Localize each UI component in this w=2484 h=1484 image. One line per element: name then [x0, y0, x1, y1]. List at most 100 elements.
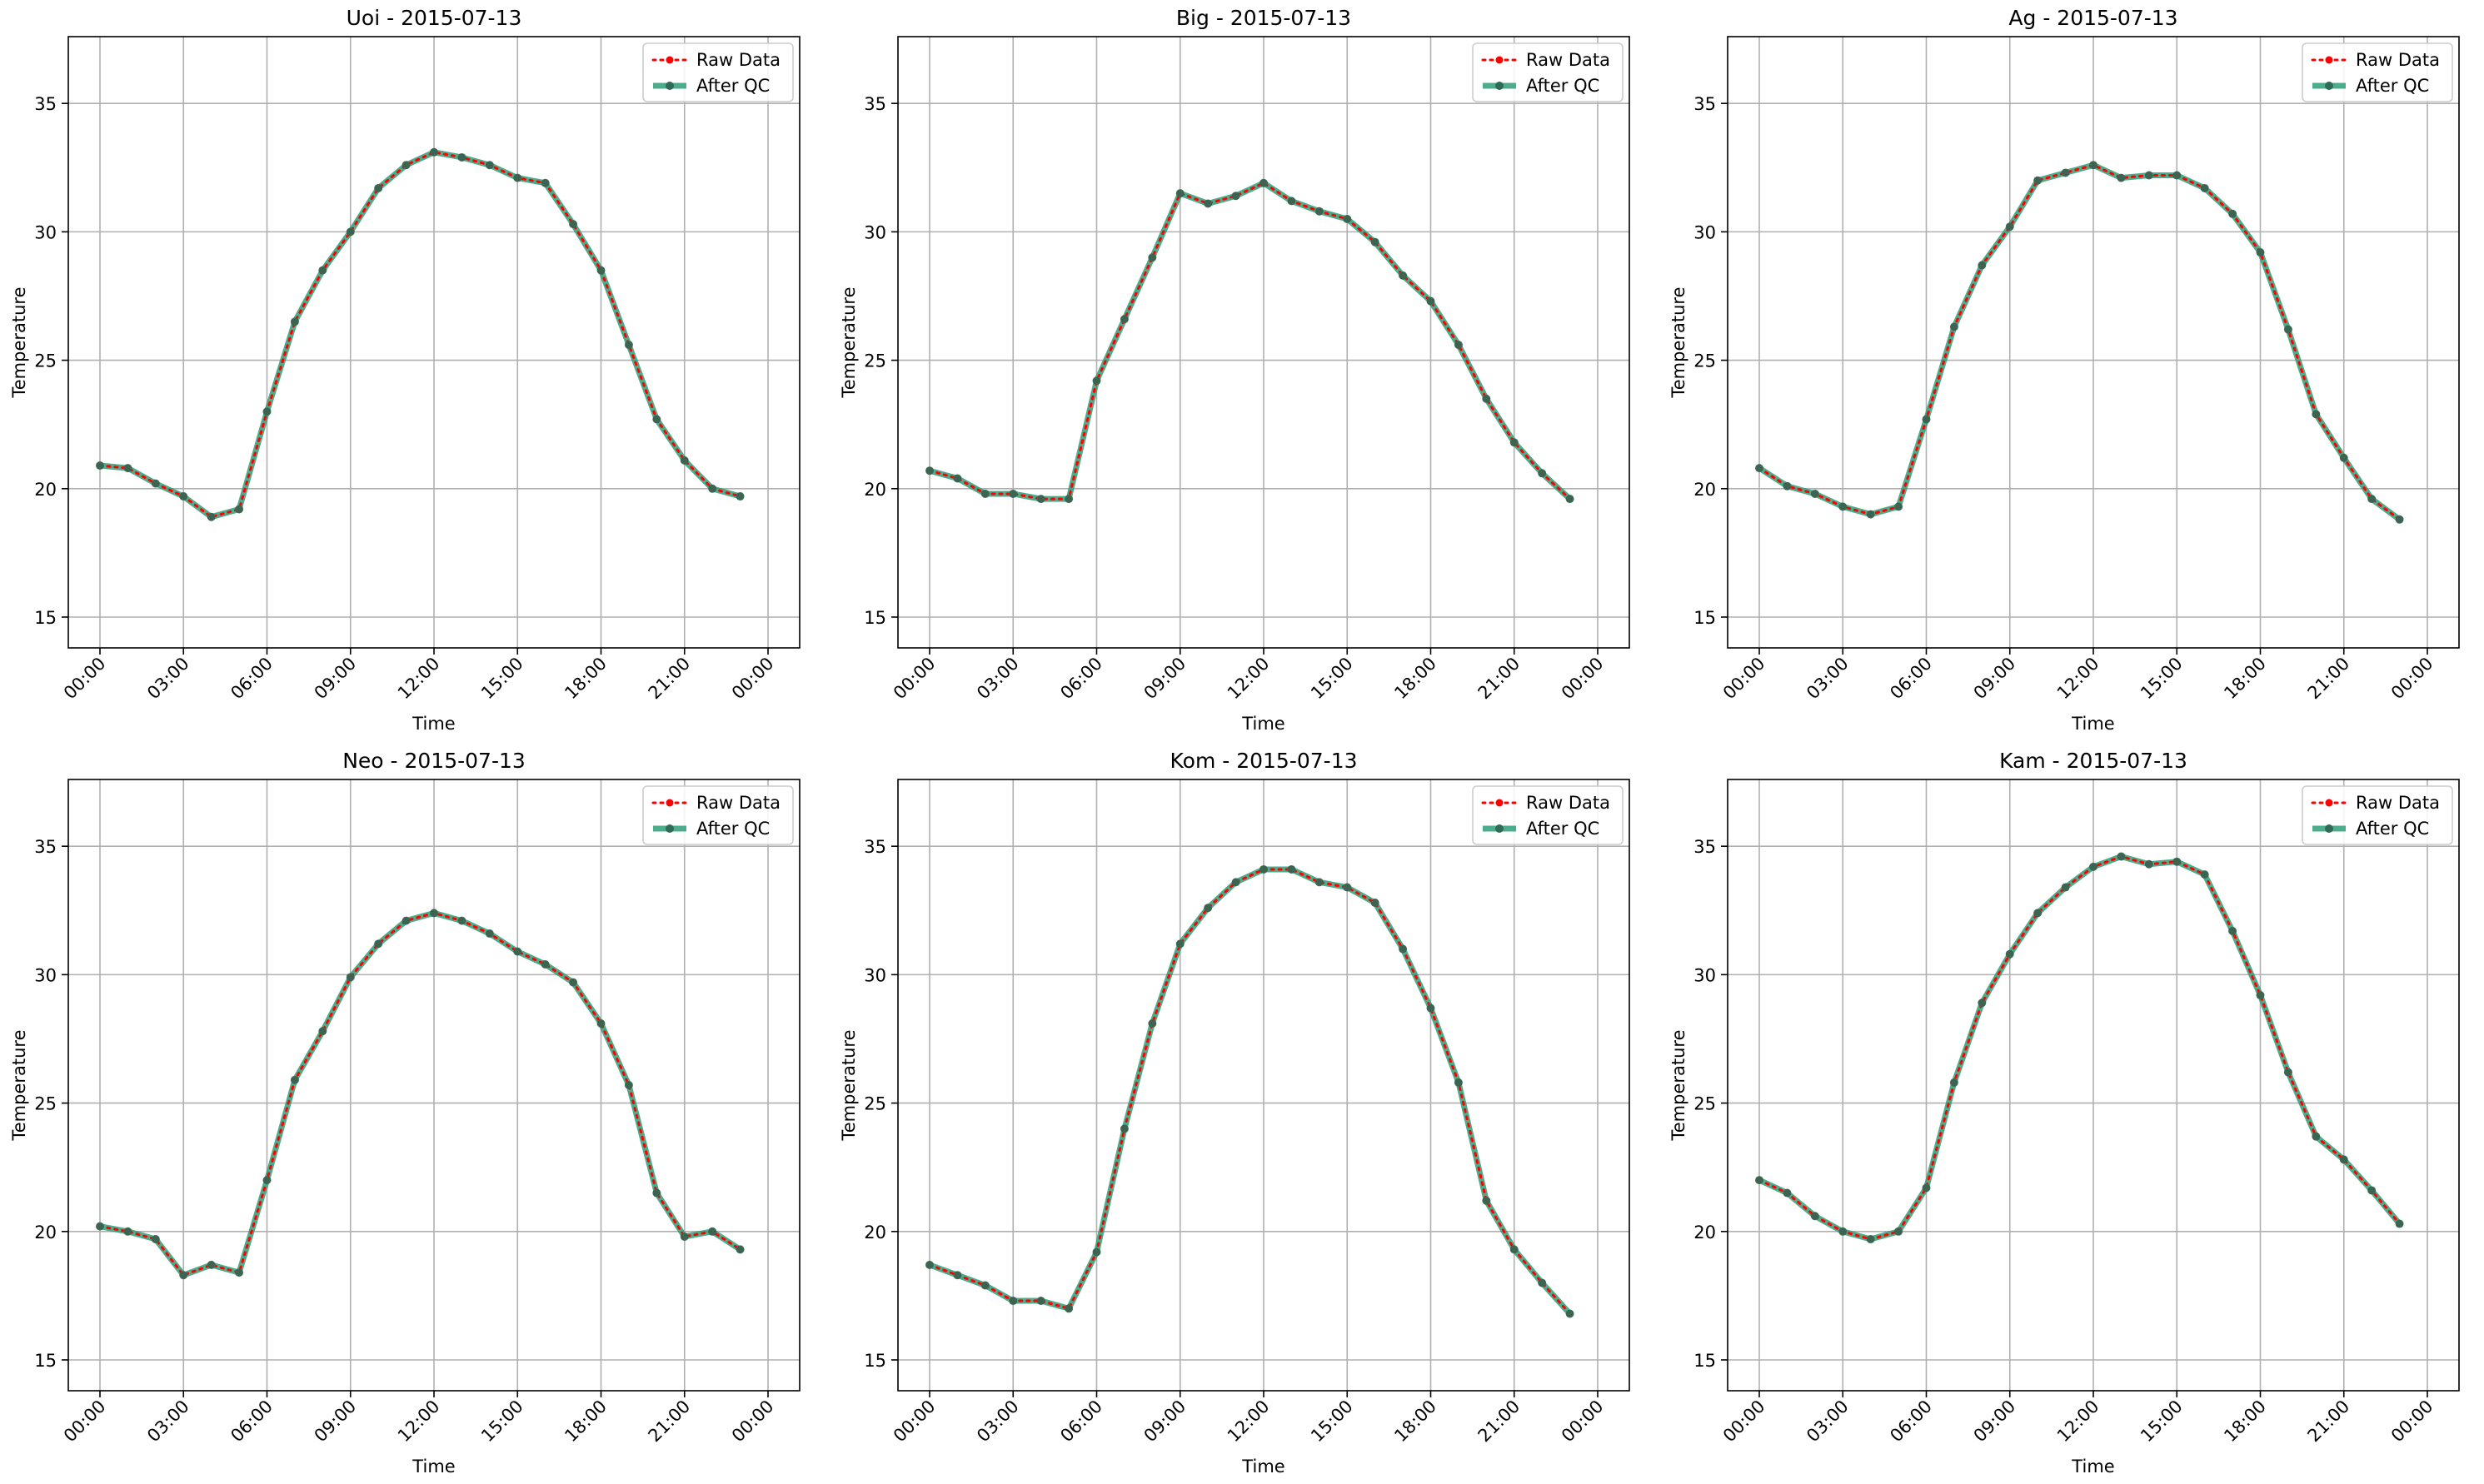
- chart-svg: Kom - 2015-07-13 15 20 25 30 35 00:00 03:00 06:0…: [839, 749, 1630, 1477]
- after-qc-data-point: [318, 1027, 327, 1036]
- y-tick-label: 20: [1693, 1223, 1716, 1242]
- after-qc-data-point: [708, 1227, 717, 1236]
- after-qc-data-point: [2172, 171, 2182, 180]
- after-qc-data-point: [2312, 410, 2321, 419]
- y-tick-label: 30: [864, 222, 886, 242]
- x-tick-label: 00:00: [890, 1397, 940, 1447]
- after-qc-data-point: [1399, 944, 1408, 954]
- after-qc-data-point: [262, 407, 272, 416]
- legend-label-raw-data: Raw Data: [696, 50, 781, 70]
- after-qc-data-point: [290, 1075, 299, 1084]
- x-tick-label: 03:00: [973, 1397, 1023, 1447]
- after-qc-data-point: [290, 317, 299, 326]
- x-tick-label: 21:00: [645, 654, 695, 704]
- after-qc-data-point: [485, 929, 494, 939]
- chart-panel: Uoi - 2015-07-13 15 20 25 30 35 00:00 03:00 06:0…: [0, 0, 828, 741]
- after-qc-data-point: [1009, 489, 1018, 498]
- after-qc-data-point: [1565, 1309, 1574, 1318]
- series-line-raw-data: [1758, 854, 2402, 1241]
- after-qc-data-point: [1922, 415, 1931, 424]
- legend-label-after-qc: After QC: [2356, 819, 2429, 839]
- x-tick-label: 12:00: [2053, 1397, 2103, 1447]
- series-line-after-qc: [926, 866, 1574, 1317]
- y-tick-label: 35: [34, 837, 57, 857]
- x-tick-label: 15:00: [477, 654, 527, 704]
- after-qc-data-point: [1783, 481, 1792, 491]
- x-tick-label: 12:00: [394, 1397, 444, 1447]
- after-qc-data-point: [1894, 502, 1903, 511]
- y-tick-label: 20: [34, 1223, 57, 1242]
- after-qc-data-point: [2200, 183, 2209, 192]
- chart-svg: Big - 2015-07-13 15 20 25 30 35 00:00 03:00 06:0…: [839, 6, 1630, 734]
- legend-label-after-qc: After QC: [696, 76, 770, 96]
- after-qc-data-point: [1755, 464, 1763, 473]
- panel-title: Neo - 2015-07-13: [342, 749, 526, 773]
- y-tick-label: 30: [34, 222, 57, 242]
- x-tick-label: 18:00: [2220, 1397, 2270, 1447]
- after-qc-data-point: [2005, 222, 2014, 232]
- y-tick-label: 25: [864, 351, 886, 371]
- after-qc-data-point: [953, 1271, 962, 1280]
- after-qc-data-point: [2256, 991, 2265, 1000]
- after-qc-data-point: [1175, 189, 1185, 198]
- after-qc-data-point: [1259, 864, 1268, 874]
- after-qc-data-point: [179, 492, 188, 501]
- after-qc-data-point: [123, 1227, 132, 1236]
- after-qc-data-point: [569, 978, 578, 987]
- after-qc-data-point: [980, 1281, 990, 1290]
- y-tick-label: 20: [864, 1223, 886, 1242]
- after-qc-data-point: [2005, 949, 2014, 959]
- after-qc-data-point: [1454, 341, 1463, 350]
- after-qc-data-point: [1838, 502, 1848, 511]
- after-qc-data-point: [1120, 315, 1129, 324]
- panel-title: Big - 2015-07-13: [1176, 6, 1351, 30]
- after-qc-data-point: [2256, 248, 2265, 257]
- legend-label-after-qc: After QC: [1526, 76, 1599, 96]
- series-line-raw-data: [928, 868, 1572, 1315]
- x-tick-label: 15:00: [1307, 654, 1357, 704]
- series-line-after-qc: [97, 909, 744, 1278]
- after-qc-data-point: [1314, 207, 1324, 216]
- after-qc-data-point: [596, 1018, 606, 1028]
- y-tick-label: 35: [34, 94, 57, 114]
- x-tick-label: 09:00: [311, 654, 361, 704]
- y-tick-label: 25: [1693, 351, 1716, 371]
- after-qc-data-point: [680, 456, 689, 465]
- y-tick-label: 15: [34, 608, 57, 628]
- x-axis-label: Time: [412, 1457, 455, 1477]
- after-qc-data-point: [925, 466, 934, 476]
- x-tick-label: 18:00: [561, 1397, 611, 1447]
- x-tick-label: 12:00: [1224, 654, 1274, 704]
- after-qc-data-point: [1565, 495, 1574, 504]
- x-tick-label: 06:00: [1886, 1397, 1936, 1447]
- legend-marker-raw-data: [2325, 799, 2333, 807]
- y-tick-label: 15: [864, 608, 886, 628]
- chart-panel: Kom - 2015-07-13 15 20 25 30 35 00:00 03:00 06:0…: [830, 743, 1658, 1484]
- x-tick-label: 00:00: [2387, 654, 2437, 704]
- after-qc-data-point: [596, 266, 606, 275]
- after-qc-data-point: [513, 947, 522, 956]
- after-qc-data-point: [1287, 864, 1296, 874]
- after-qc-data-point: [1482, 394, 1491, 403]
- y-tick-label: 15: [864, 1351, 886, 1371]
- after-qc-data-point: [485, 161, 494, 170]
- x-axis-label: Time: [2071, 1457, 2114, 1477]
- after-qc-data-point: [708, 484, 717, 493]
- after-qc-data-point: [1426, 1003, 1435, 1013]
- after-qc-data-point: [2033, 176, 2043, 185]
- after-qc-data-point: [430, 909, 438, 918]
- after-qc-data-point: [96, 1222, 104, 1231]
- after-qc-data-point: [2228, 209, 2237, 218]
- after-qc-data-point: [1838, 1227, 1848, 1236]
- after-qc-data-point: [1065, 495, 1074, 504]
- x-tick-label: 03:00: [143, 654, 193, 704]
- after-qc-data-point: [2144, 859, 2153, 869]
- after-qc-data-point: [2395, 1219, 2404, 1228]
- after-qc-data-point: [346, 973, 355, 982]
- y-tick-label: 30: [1693, 222, 1716, 242]
- after-qc-data-point: [1231, 878, 1240, 887]
- legend-marker-after-qc: [1495, 82, 1504, 90]
- after-qc-data-point: [1978, 261, 1987, 270]
- after-qc-data-point: [1065, 1304, 1074, 1313]
- series-line-raw-data: [928, 182, 1572, 500]
